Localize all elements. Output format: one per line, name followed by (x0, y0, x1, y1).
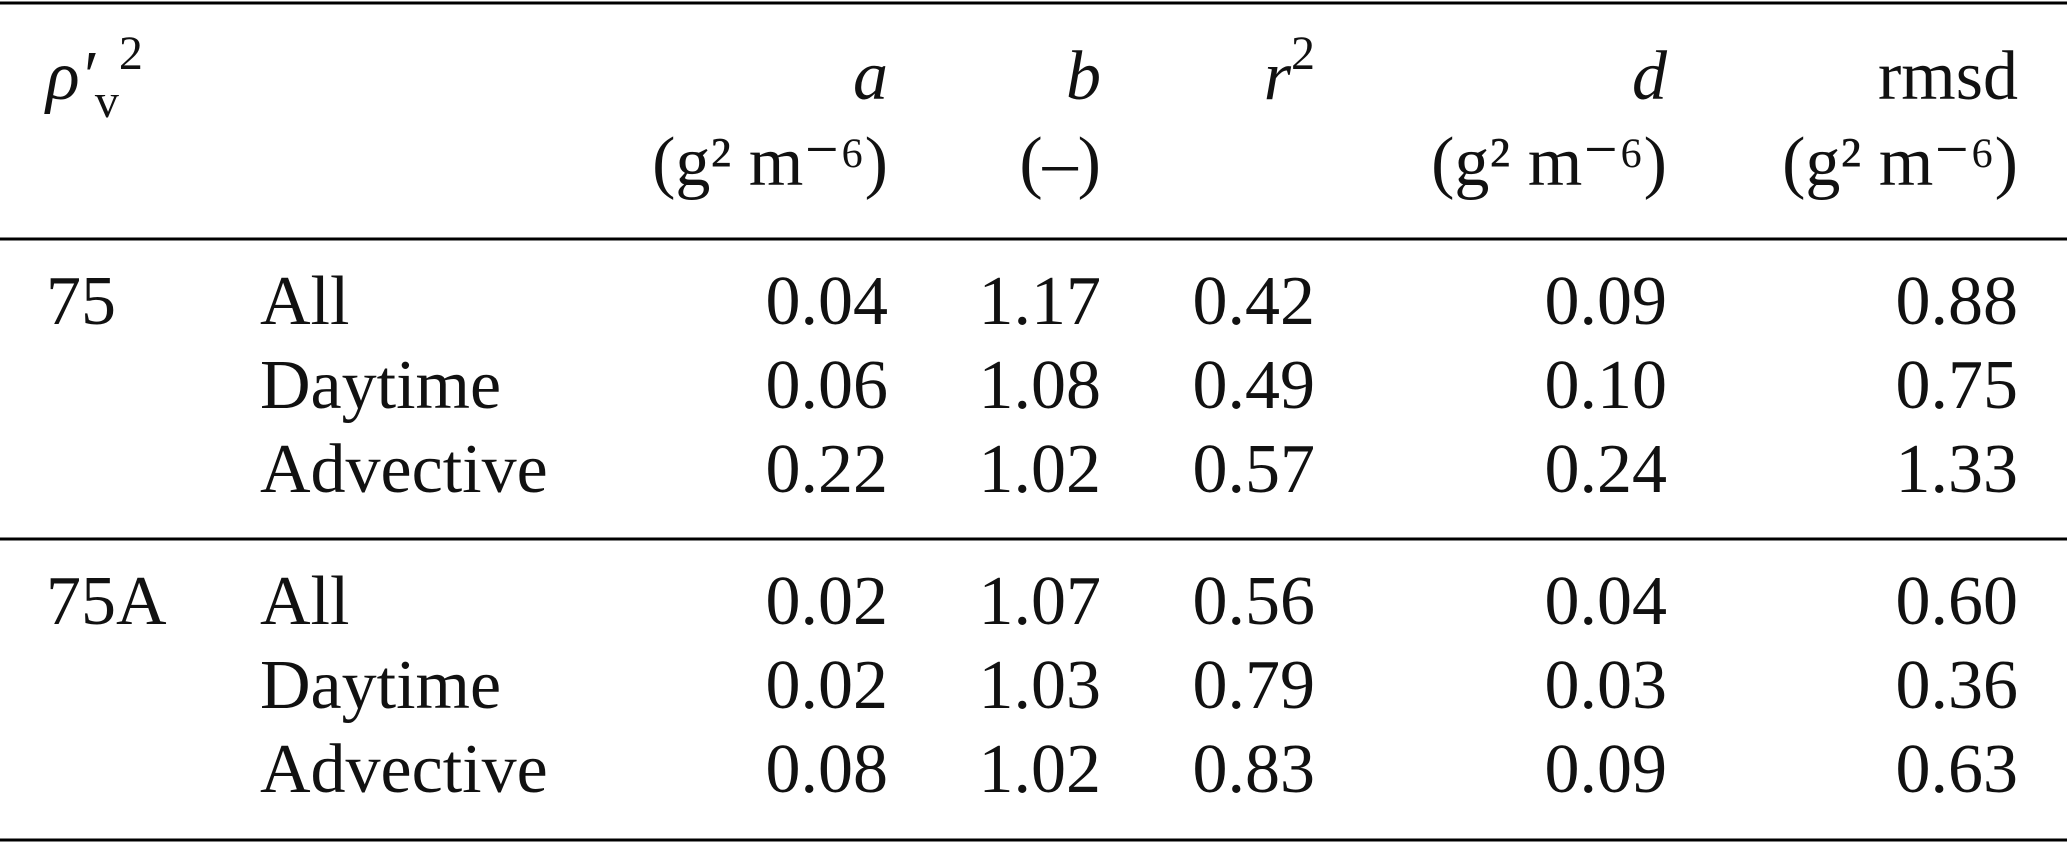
cell-value: 0.75 (1896, 347, 2019, 424)
header-symbol: r2 (1264, 27, 1315, 115)
group-label: 75A (46, 563, 167, 640)
header-unit: (–) (1019, 124, 1101, 201)
cell-value: 1.33 (1896, 431, 2019, 508)
row-name: All (260, 263, 349, 340)
cell-value: 1.02 (979, 731, 1102, 808)
cell-value: 0.09 (1545, 731, 1668, 808)
symbol-sup: 2 (1291, 27, 1315, 80)
header-symbol: d (1632, 38, 1668, 115)
header-symbol: rmsd (1878, 38, 2018, 115)
row-name: All (260, 563, 349, 640)
symbol-sup: 2 (119, 27, 143, 80)
cell-value: 0.88 (1896, 263, 2019, 340)
row-name: Advective (260, 431, 548, 508)
symbol-base: ρ′ (44, 38, 97, 115)
header-unit: (g² m⁻⁶) (652, 124, 888, 201)
symbol-sub: v (95, 75, 119, 128)
cell-value: 0.57 (1193, 431, 1316, 508)
cell-value: 0.63 (1896, 731, 2019, 808)
symbol-base: d (1632, 38, 1668, 115)
header-unit: (g² m⁻⁶) (1431, 124, 1667, 201)
cell-value: 1.02 (979, 431, 1102, 508)
cell-value: 0.02 (766, 647, 889, 724)
symbol-base: rmsd (1878, 38, 2018, 115)
cell-value: 0.22 (766, 431, 889, 508)
cell-value: 0.49 (1193, 347, 1316, 424)
cell-value: 1.07 (979, 563, 1102, 640)
cell-value: 0.06 (766, 347, 889, 424)
row-name: Advective (260, 731, 548, 808)
header-symbol: a (853, 38, 888, 115)
header-symbol: ρ′v2 (44, 27, 143, 128)
cell-value: 0.04 (766, 263, 889, 340)
cell-value: 0.79 (1193, 647, 1316, 724)
cell-value: 1.17 (979, 263, 1102, 340)
group-label: 75 (46, 263, 116, 340)
cell-value: 0.42 (1193, 263, 1316, 340)
cell-value: 0.36 (1896, 647, 2019, 724)
symbol-base: b (1066, 38, 1101, 115)
cell-value: 0.83 (1193, 731, 1316, 808)
symbol-base: a (853, 38, 888, 115)
cell-value: 0.56 (1193, 563, 1316, 640)
cell-value: 1.08 (979, 347, 1102, 424)
cell-value: 0.09 (1545, 263, 1668, 340)
cell-value: 0.02 (766, 563, 889, 640)
header-symbol: b (1066, 38, 1101, 115)
cell-value: 0.08 (766, 731, 889, 808)
cell-value: 0.60 (1896, 563, 2019, 640)
row-name: Daytime (260, 647, 501, 724)
symbol-base: r (1264, 38, 1292, 115)
cell-value: 0.04 (1545, 563, 1668, 640)
cell-value: 1.03 (979, 647, 1102, 724)
cell-value: 0.10 (1545, 347, 1668, 424)
header-unit: (g² m⁻⁶) (1782, 124, 2018, 201)
cell-value: 0.03 (1545, 647, 1668, 724)
cell-value: 0.24 (1545, 431, 1668, 508)
row-name: Daytime (260, 347, 501, 424)
